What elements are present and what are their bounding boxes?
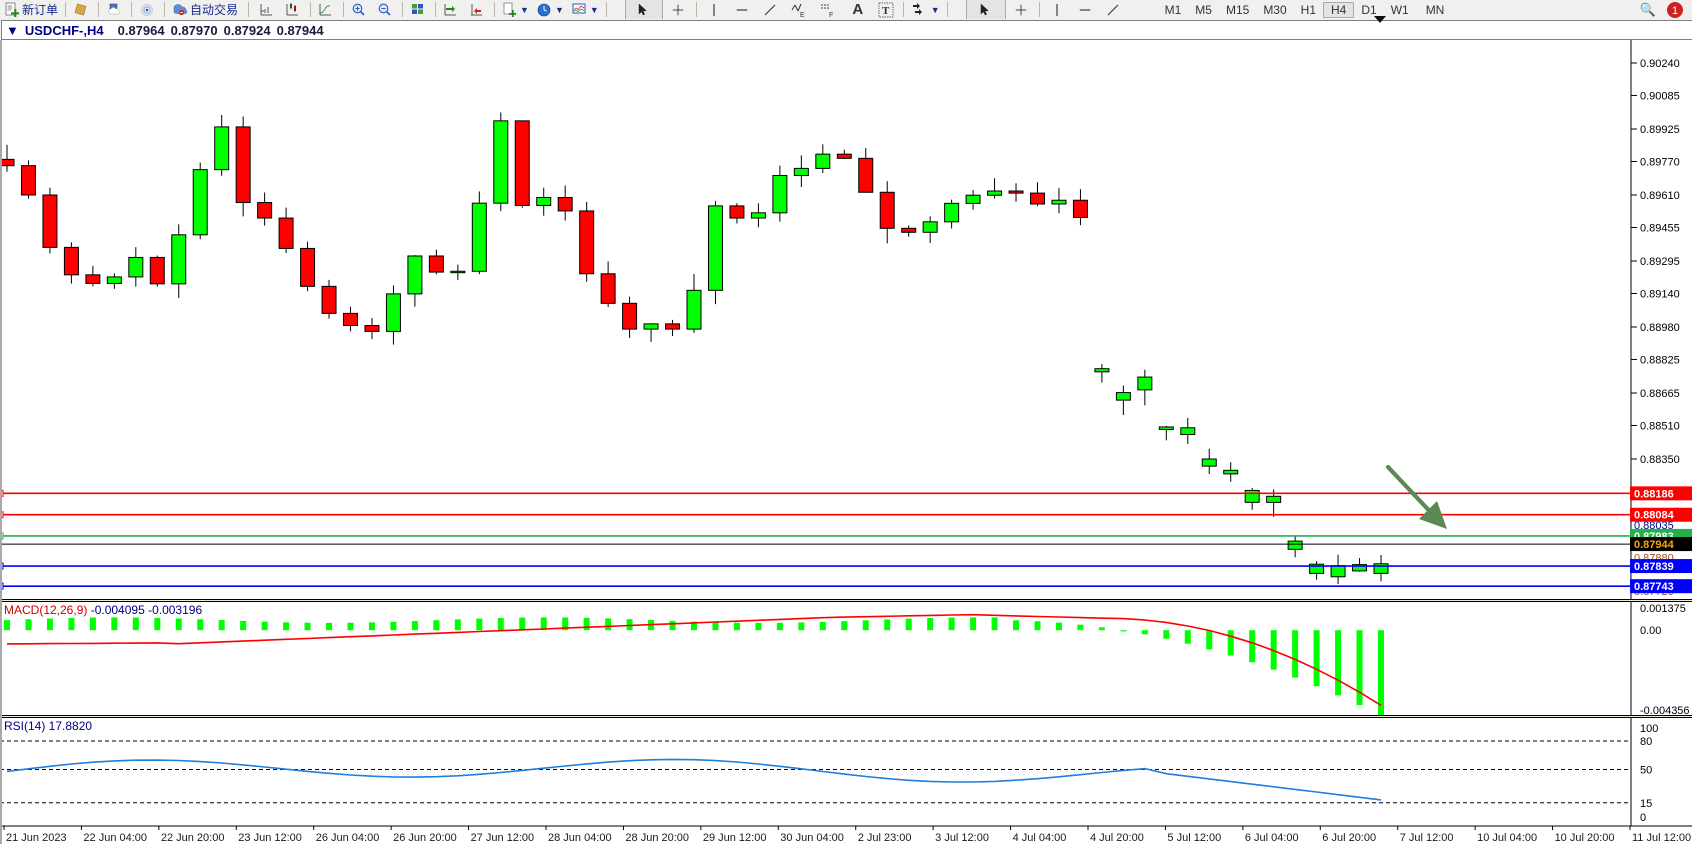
svg-text:-0.004356: -0.004356 — [1640, 705, 1690, 715]
svg-text:RSI(14) 17.8820: RSI(14) 17.8820 — [4, 719, 92, 733]
svg-text:30 Jun 04:00: 30 Jun 04:00 — [780, 832, 844, 844]
svg-text:0.89770: 0.89770 — [1640, 156, 1680, 168]
svg-text:0.88510: 0.88510 — [1640, 420, 1680, 432]
svg-text:22 Jun 20:00: 22 Jun 20:00 — [161, 832, 225, 844]
svg-text:0.89455: 0.89455 — [1640, 222, 1680, 234]
svg-text:1: 1 — [1672, 5, 1678, 17]
svg-text:27 Jun 12:00: 27 Jun 12:00 — [471, 832, 535, 844]
svg-text:15: 15 — [1640, 798, 1652, 810]
svg-text:2 Jul 23:00: 2 Jul 23:00 — [858, 832, 912, 844]
svg-text:0.88825: 0.88825 — [1640, 354, 1680, 366]
svg-text:T: T — [882, 5, 890, 17]
svg-text:10 Jul 20:00: 10 Jul 20:00 — [1555, 832, 1615, 844]
svg-text:0.89295: 0.89295 — [1640, 256, 1680, 268]
svg-text:6 Jul 04:00: 6 Jul 04:00 — [1245, 832, 1299, 844]
svg-text:22 Jun 04:00: 22 Jun 04:00 — [83, 832, 147, 844]
svg-text:28 Jun 04:00: 28 Jun 04:00 — [548, 832, 612, 844]
svg-text:MACD(12,26,9) -0.004095 -0.003: MACD(12,26,9) -0.004095 -0.003196 — [4, 603, 202, 617]
svg-text:3 Jul 12:00: 3 Jul 12:00 — [935, 832, 989, 844]
svg-text:0.90085: 0.90085 — [1640, 90, 1680, 102]
svg-text:0.89925: 0.89925 — [1640, 124, 1680, 136]
svg-text:0.87944: 0.87944 — [1634, 539, 1675, 551]
svg-text:0.88350: 0.88350 — [1640, 454, 1680, 466]
svg-text:0.00: 0.00 — [1640, 625, 1661, 637]
svg-text:80: 80 — [1640, 736, 1652, 748]
svg-text:100: 100 — [1640, 723, 1658, 735]
svg-text:0.88665: 0.88665 — [1640, 388, 1680, 400]
svg-text:26 Jun 04:00: 26 Jun 04:00 — [316, 832, 380, 844]
svg-text:28 Jun 20:00: 28 Jun 20:00 — [625, 832, 689, 844]
svg-text:50: 50 — [1640, 765, 1652, 777]
svg-text:E: E — [800, 12, 805, 18]
svg-text:0.001375: 0.001375 — [1640, 603, 1686, 615]
svg-text:10 Jul 04:00: 10 Jul 04:00 — [1477, 832, 1537, 844]
svg-text:0.89140: 0.89140 — [1640, 288, 1680, 300]
svg-text:0.87839: 0.87839 — [1634, 561, 1674, 573]
svg-text:5 Jul 12:00: 5 Jul 12:00 — [1167, 832, 1221, 844]
svg-text:0.88186: 0.88186 — [1634, 488, 1674, 500]
svg-text:0.90240: 0.90240 — [1640, 58, 1680, 70]
svg-text:4 Jul 04:00: 4 Jul 04:00 — [1013, 832, 1067, 844]
svg-text:F: F — [829, 12, 833, 18]
svg-text:6 Jul 20:00: 6 Jul 20:00 — [1322, 832, 1376, 844]
svg-text:0.88980: 0.88980 — [1640, 322, 1680, 334]
svg-text:23 Jun 12:00: 23 Jun 12:00 — [238, 832, 302, 844]
svg-text:21 Jun 2023: 21 Jun 2023 — [6, 832, 67, 844]
svg-text:7 Jul 12:00: 7 Jul 12:00 — [1400, 832, 1454, 844]
svg-text:4 Jul 20:00: 4 Jul 20:00 — [1090, 832, 1144, 844]
svg-text:0: 0 — [1640, 812, 1646, 824]
svg-text:26 Jun 20:00: 26 Jun 20:00 — [393, 832, 457, 844]
svg-text:29 Jun 12:00: 29 Jun 12:00 — [703, 832, 767, 844]
svg-text:0.88084: 0.88084 — [1634, 510, 1675, 522]
svg-text:11 Jul 12:00: 11 Jul 12:00 — [1632, 832, 1691, 844]
svg-text:0.87743: 0.87743 — [1634, 581, 1674, 593]
svg-text:0.89610: 0.89610 — [1640, 190, 1680, 202]
